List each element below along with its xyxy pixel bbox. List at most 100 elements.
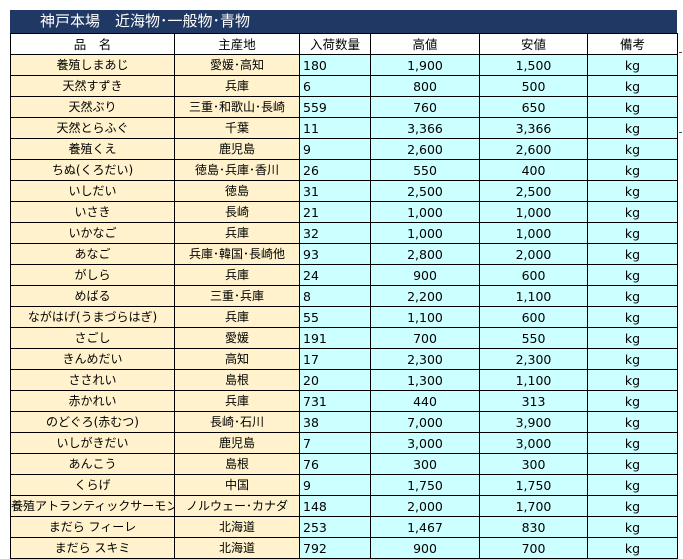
cell-low-price: 3,900 (479, 411, 588, 433)
cell-fish-name: 赤かれい (10, 390, 175, 412)
cell-low-price: 2,000 (479, 243, 588, 265)
cell-fish-name: 養殖アトランティックサーモン (10, 495, 175, 517)
cell-note: kg (587, 75, 678, 97)
cell-quantity: 55 (299, 306, 371, 328)
table-row: きんめだい 高知 17 2,300 2,300 kg (10, 348, 678, 370)
cell-note: kg (587, 453, 678, 475)
table-row: まだら スキミ 北海道 792 900 700 kg (10, 537, 678, 559)
cell-note: kg (587, 327, 678, 349)
cell-quantity: 559 (299, 96, 371, 118)
cell-low-price: 650 (479, 96, 588, 118)
table-row: いさき 長崎 21 1,000 1,000 kg (10, 201, 678, 223)
table-row: のどぐろ(赤むつ) 長崎･石川 38 7,000 3,900 kg (10, 411, 678, 433)
cell-low-price: 1,000 (479, 201, 588, 223)
cell-high-price: 550 (370, 159, 480, 181)
cell-note: kg (587, 138, 678, 160)
cell-fish-name: 天然ぶり (10, 96, 175, 118)
cell-fish-name: がしら (10, 264, 175, 286)
cell-note: kg (587, 306, 678, 328)
table-row: ながはげ(うまづらはぎ) 兵庫 55 1,100 600 kg (10, 306, 678, 328)
cell-origin: 愛媛 (174, 327, 300, 349)
cell-quantity: 24 (299, 264, 371, 286)
cell-high-price: 1,100 (370, 306, 480, 328)
cell-quantity: 20 (299, 369, 371, 391)
cell-high-price: 3,366 (370, 117, 480, 139)
cell-fish-name: くらげ (10, 474, 175, 496)
cell-high-price: 700 (370, 327, 480, 349)
cell-quantity: 180 (299, 54, 371, 76)
cell-fish-name: さごし (10, 327, 175, 349)
cell-low-price: 313 (479, 390, 588, 412)
cell-note: kg (587, 432, 678, 454)
header-high-price: 高値 (370, 33, 480, 55)
cell-note: kg (587, 516, 678, 538)
cell-low-price: 500 (479, 75, 588, 97)
cell-quantity: 191 (299, 327, 371, 349)
cell-quantity: 9 (299, 474, 371, 496)
cell-low-price: 1,750 (479, 474, 588, 496)
cell-note: kg (587, 222, 678, 244)
cell-quantity: 21 (299, 201, 371, 223)
cell-high-price: 900 (370, 537, 480, 559)
table-row: ちぬ(くろだい) 徳島･兵庫･香川 26 550 400 kg (10, 159, 678, 181)
cell-origin: 三重･和歌山･長崎 (174, 96, 300, 118)
cell-fish-name: 養殖くえ (10, 138, 175, 160)
cell-quantity: 11 (299, 117, 371, 139)
cell-fish-name: きんめだい (10, 348, 175, 370)
cell-quantity: 731 (299, 390, 371, 412)
cell-high-price: 2,800 (370, 243, 480, 265)
cell-high-price: 2,500 (370, 180, 480, 202)
table-row: 天然ぶり 三重･和歌山･長崎 559 760 650 kg (10, 96, 678, 118)
cell-high-price: 300 (370, 453, 480, 475)
cell-note: kg (587, 390, 678, 412)
cell-high-price: 2,000 (370, 495, 480, 517)
cell-note: kg (587, 54, 678, 76)
cell-origin: 鹿児島 (174, 138, 300, 160)
cell-origin: 愛媛･高知 (174, 54, 300, 76)
cell-fish-name: さされい (10, 369, 175, 391)
cell-origin: 島根 (174, 369, 300, 391)
cell-origin: 徳島 (174, 180, 300, 202)
cell-high-price: 800 (370, 75, 480, 97)
cell-origin: 兵庫･韓国･長崎他 (174, 243, 300, 265)
table-row: 養殖アトランティックサーモン ノルウェー･カナダ 148 2,000 1,700 kg (10, 495, 678, 517)
table-row: いしがきだい 鹿児島 7 3,000 3,000 kg (10, 432, 678, 454)
cell-fish-name: 天然すずき (10, 75, 175, 97)
price-table: 品 名 主産地 入荷数量 高値 安値 備考 養殖しまあじ 愛媛･高知 180 1,90… (10, 33, 678, 559)
table-row: いかなご 兵庫 32 1,000 1,000 kg (10, 222, 678, 244)
cell-note: kg (587, 264, 678, 286)
table-row: あんこう 島根 76 300 300 kg (10, 453, 678, 475)
cell-fish-name: のどぐろ(赤むつ) (10, 411, 175, 433)
cell-quantity: 8 (299, 285, 371, 307)
cell-quantity: 253 (299, 516, 371, 538)
table-row: まだら フィーレ 北海道 253 1,467 830 kg (10, 516, 678, 538)
cell-high-price: 1,900 (370, 54, 480, 76)
cell-low-price: 600 (479, 264, 588, 286)
cell-quantity: 31 (299, 180, 371, 202)
table-row: 天然とらふぐ 千葉 11 3,366 3,366 kg (10, 117, 678, 139)
cell-low-price: 1,000 (479, 222, 588, 244)
cell-quantity: 32 (299, 222, 371, 244)
cell-high-price: 2,600 (370, 138, 480, 160)
header-low-price: 安値 (479, 33, 588, 55)
cell-origin: 兵庫 (174, 222, 300, 244)
cell-low-price: 2,300 (479, 348, 588, 370)
cell-quantity: 792 (299, 537, 371, 559)
cell-high-price: 2,300 (370, 348, 480, 370)
cell-high-price: 1,750 (370, 474, 480, 496)
cell-low-price: 1,100 (479, 285, 588, 307)
cell-fish-name: あなご (10, 243, 175, 265)
table-row: 天然すずき 兵庫 6 800 500 kg (10, 75, 678, 97)
table-row: くらげ 中国 9 1,750 1,750 kg (10, 474, 678, 496)
cell-high-price: 1,000 (370, 201, 480, 223)
cell-low-price: 1,500 (479, 54, 588, 76)
table-body: 養殖しまあじ 愛媛･高知 180 1,900 1,500 kg 天然すずき 兵庫 6 800 500… (10, 54, 678, 559)
cell-low-price: 2,600 (479, 138, 588, 160)
cell-high-price: 440 (370, 390, 480, 412)
cell-note: kg (587, 159, 678, 181)
cell-note: kg (587, 537, 678, 559)
cell-note: kg (587, 411, 678, 433)
cell-low-price: 830 (479, 516, 588, 538)
cell-origin: 兵庫 (174, 264, 300, 286)
cell-note: kg (587, 117, 678, 139)
